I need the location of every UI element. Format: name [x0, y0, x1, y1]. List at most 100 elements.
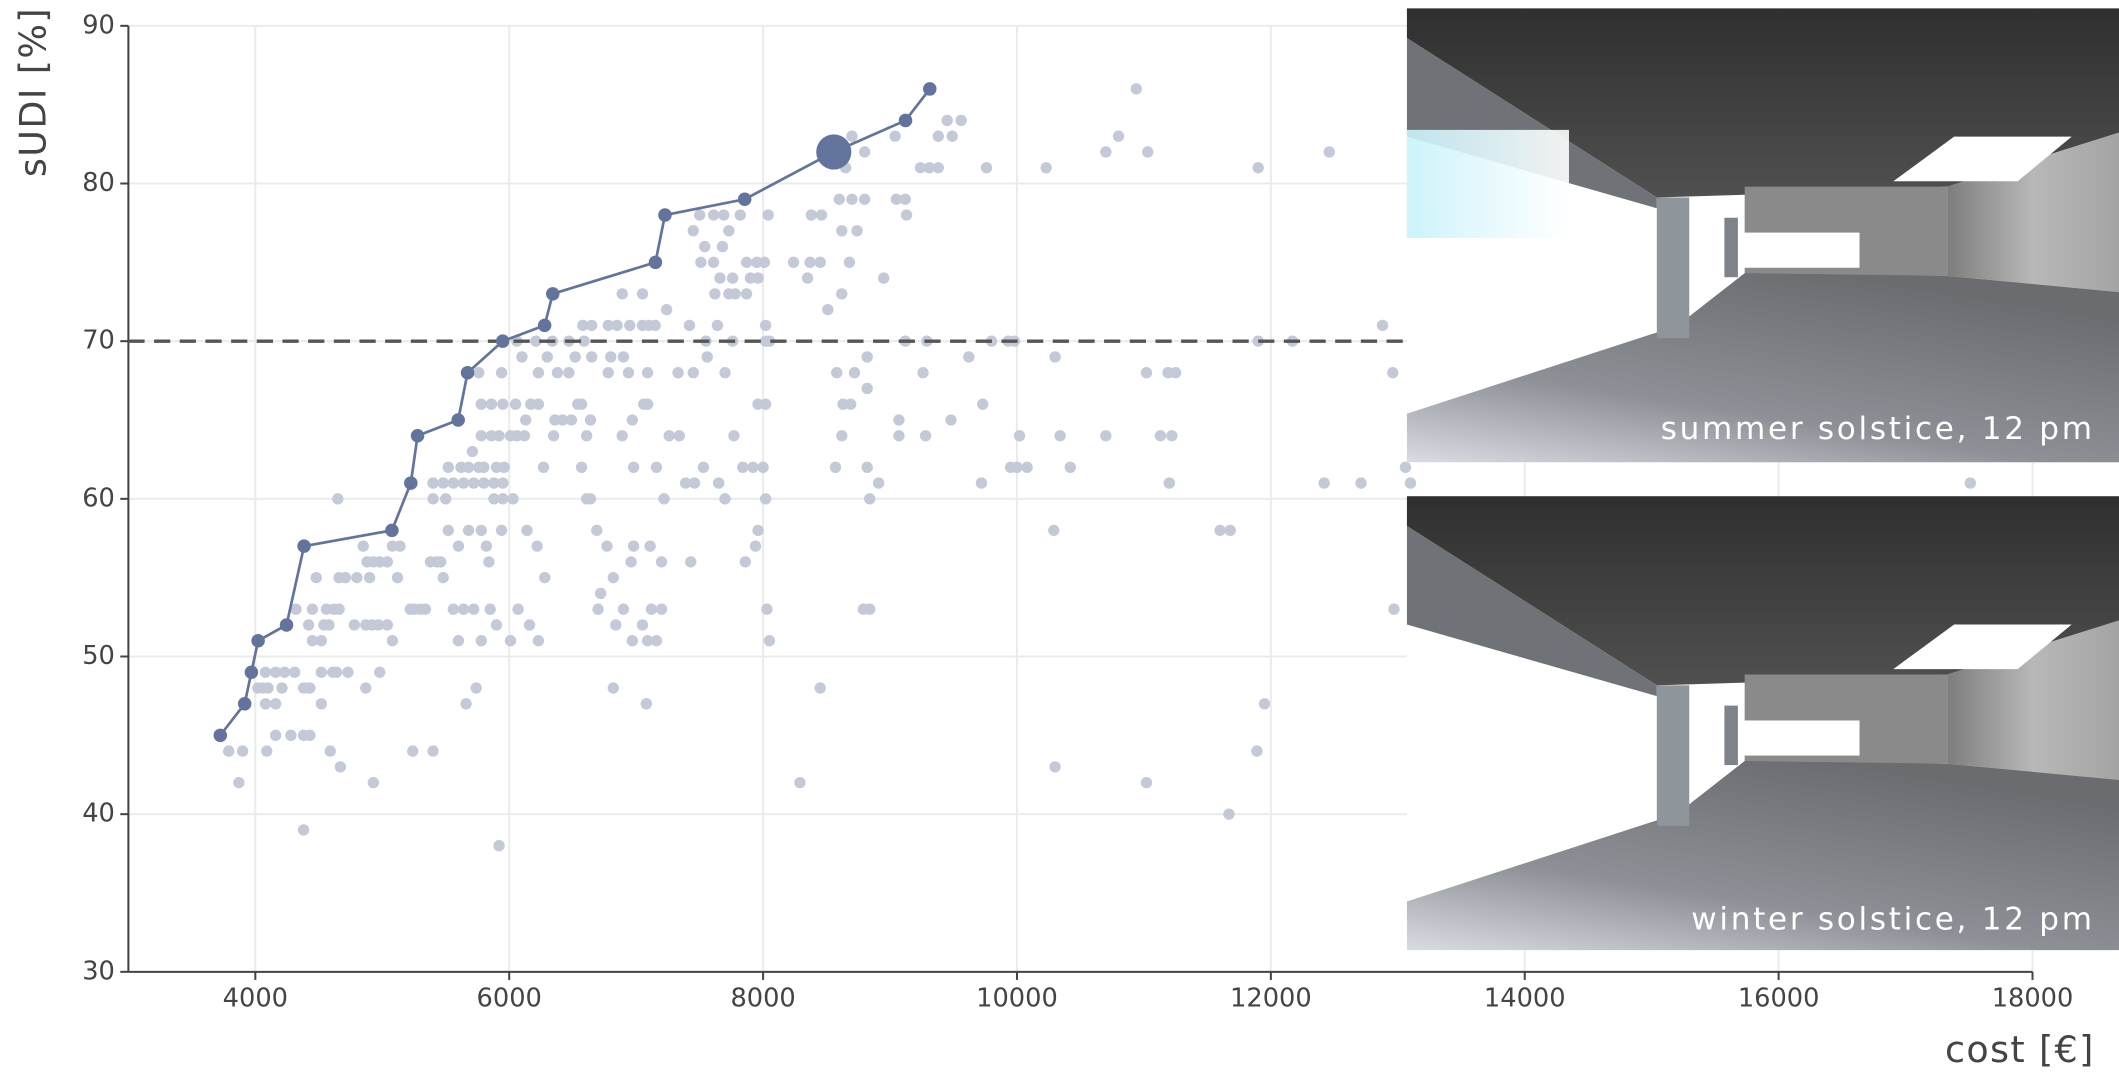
- scatter-point: [463, 525, 474, 536]
- scatter-point: [476, 399, 487, 410]
- scatter-point: [525, 399, 536, 410]
- scatter-point: [955, 115, 966, 126]
- scatter-point: [702, 351, 713, 362]
- pareto-point: [649, 256, 663, 270]
- scatter-point: [552, 367, 563, 378]
- scatter-point: [718, 209, 729, 220]
- scatter-point: [816, 209, 827, 220]
- scatter-point: [708, 209, 719, 220]
- scatter-point: [737, 462, 748, 473]
- scatter-point: [270, 698, 281, 709]
- scatter-point: [1155, 430, 1166, 441]
- scatter-point: [862, 462, 873, 473]
- scatter-point: [1164, 477, 1175, 488]
- scatter-point: [941, 115, 952, 126]
- scatter-point: [1400, 462, 1411, 473]
- scatter-point: [563, 367, 574, 378]
- scatter-point: [917, 367, 928, 378]
- pareto-point: [738, 193, 752, 207]
- scatter-point: [351, 572, 362, 583]
- pareto-point: [923, 82, 937, 96]
- x-tick-label: 10000: [976, 983, 1058, 1013]
- scatter-point: [476, 430, 487, 441]
- scatter-point: [1100, 430, 1111, 441]
- scatter-point: [577, 320, 588, 331]
- scatter-point: [1113, 131, 1124, 142]
- y-tick-label: 50: [82, 641, 115, 671]
- scatter-point: [572, 399, 583, 410]
- scatter-point: [1214, 525, 1225, 536]
- scatter-point: [694, 209, 705, 220]
- pareto-point: [280, 618, 294, 632]
- scatter-point: [878, 272, 889, 283]
- renderings: [1407, 8, 2119, 950]
- scatter-point: [713, 477, 724, 488]
- scatter-point: [688, 225, 699, 236]
- scatter-point: [467, 446, 478, 457]
- scatter-point: [1259, 698, 1270, 709]
- scatter-point: [435, 556, 446, 567]
- scatter-point: [316, 667, 327, 678]
- scatter-point: [603, 367, 614, 378]
- scatter-point: [342, 667, 353, 678]
- scatter-point: [1014, 430, 1025, 441]
- scatter-point: [859, 194, 870, 205]
- pareto-point: [546, 287, 560, 301]
- scatter-point: [1048, 525, 1059, 536]
- scatter-point: [617, 288, 628, 299]
- scatter-point: [849, 367, 860, 378]
- scatter-point: [427, 745, 438, 756]
- scatter-point: [723, 225, 734, 236]
- y-axis-label: sUDI [%]: [12, 7, 55, 177]
- scatter-point: [637, 619, 648, 630]
- scatter-point: [893, 430, 904, 441]
- pareto-point: [245, 666, 259, 680]
- scatter-point: [276, 682, 287, 693]
- page: {"chart_data": {"type": "scatter", "xlab…: [0, 0, 2119, 1072]
- scatter-point: [889, 131, 900, 142]
- scatter-point: [260, 667, 271, 678]
- scatter-point: [834, 194, 845, 205]
- scatter-point: [476, 635, 487, 646]
- scatter-point: [644, 540, 655, 551]
- scatter-point: [674, 430, 685, 441]
- x-tick-label: 18000: [1992, 983, 2074, 1013]
- scatter-point: [862, 383, 873, 394]
- scatter-point: [760, 493, 771, 504]
- scatter-point: [289, 667, 300, 678]
- scatter-point: [1225, 525, 1236, 536]
- y-tick-label: 60: [82, 483, 115, 513]
- scatter-point: [684, 320, 695, 331]
- scatter-point: [638, 399, 649, 410]
- x-axis-label: cost [€]: [1945, 1028, 2095, 1071]
- scatter-point: [1318, 477, 1329, 488]
- scatter-point: [382, 619, 393, 630]
- scatter-point: [709, 288, 720, 299]
- scatter-point: [628, 540, 639, 551]
- selected-point: [816, 134, 851, 169]
- scatter-point: [252, 682, 263, 693]
- scatter-point: [458, 604, 469, 615]
- scatter-point: [332, 493, 343, 504]
- scatter-point: [637, 288, 648, 299]
- pareto-point: [461, 366, 475, 380]
- scatter-point: [605, 351, 616, 362]
- scatter-point: [223, 745, 234, 756]
- scatter-point: [496, 525, 507, 536]
- scatter-point: [695, 257, 706, 268]
- scatter-point: [846, 194, 857, 205]
- scatter-point: [570, 351, 581, 362]
- x-tick-label: 8000: [730, 983, 795, 1013]
- scatter-point: [1387, 367, 1398, 378]
- scatter-point: [851, 225, 862, 236]
- scatter-point: [977, 399, 988, 410]
- scatter-point: [752, 525, 763, 536]
- scatter-point: [719, 493, 730, 504]
- scatter-point: [740, 556, 751, 567]
- scatter-point: [493, 840, 504, 851]
- scatter-point: [788, 257, 799, 268]
- x-tick-label: 12000: [1230, 983, 1312, 1013]
- scatter-point: [624, 320, 635, 331]
- scatter-point: [387, 635, 398, 646]
- scatter-point: [1021, 462, 1032, 473]
